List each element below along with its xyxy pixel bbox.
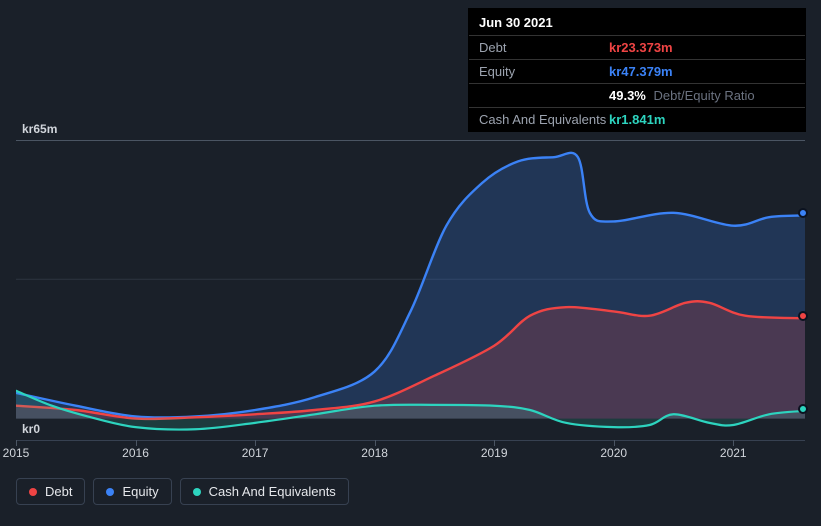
x-axis-label: 2021 [720,446,747,460]
tooltip-value: 49.3% [609,88,646,103]
legend-label: Cash And Equivalents [209,484,336,499]
x-axis-label: 2019 [481,446,508,460]
tooltip-label: Equity [479,64,609,79]
tooltip-row-ratio: 49.3% Debt/Equity Ratio [469,84,805,108]
tooltip-row-cash: Cash And Equivalents kr1.841m [469,108,805,131]
legend-swatch-equity [106,488,114,496]
series-end-marker-debt [798,311,808,321]
legend-swatch-debt [29,488,37,496]
legend-item-equity[interactable]: Equity [93,478,171,505]
legend: Debt Equity Cash And Equivalents [16,478,349,505]
tooltip-date: Jun 30 2021 [469,9,805,36]
tooltip-value: kr47.379m [609,64,673,79]
tooltip-row-debt: Debt kr23.373m [469,36,805,60]
chart-tooltip: Jun 30 2021 Debt kr23.373m Equity kr47.3… [468,8,806,132]
legend-label: Equity [122,484,158,499]
x-axis-label: 2016 [122,446,149,460]
tooltip-suffix: Debt/Equity Ratio [654,88,755,103]
tooltip-value: kr1.841m [609,112,665,127]
series-end-marker-equity [798,208,808,218]
tooltip-value: kr23.373m [609,40,673,55]
legend-item-cash[interactable]: Cash And Equivalents [180,478,349,505]
legend-label: Debt [45,484,72,499]
x-axis-label: 2018 [361,446,388,460]
tooltip-label: Debt [479,40,609,55]
legend-item-debt[interactable]: Debt [16,478,85,505]
series-end-marker-cash [798,404,808,414]
x-axis-label: 2020 [600,446,627,460]
tooltip-label: Cash And Equivalents [479,112,609,127]
tooltip-row-equity: Equity kr47.379m [469,60,805,84]
area-chart[interactable] [16,140,805,440]
x-axis-label: 2017 [242,446,269,460]
legend-swatch-cash [193,488,201,496]
y-axis-label-max: kr65m [22,122,57,136]
x-axis-label: 2015 [3,446,30,460]
tooltip-label [479,88,609,103]
